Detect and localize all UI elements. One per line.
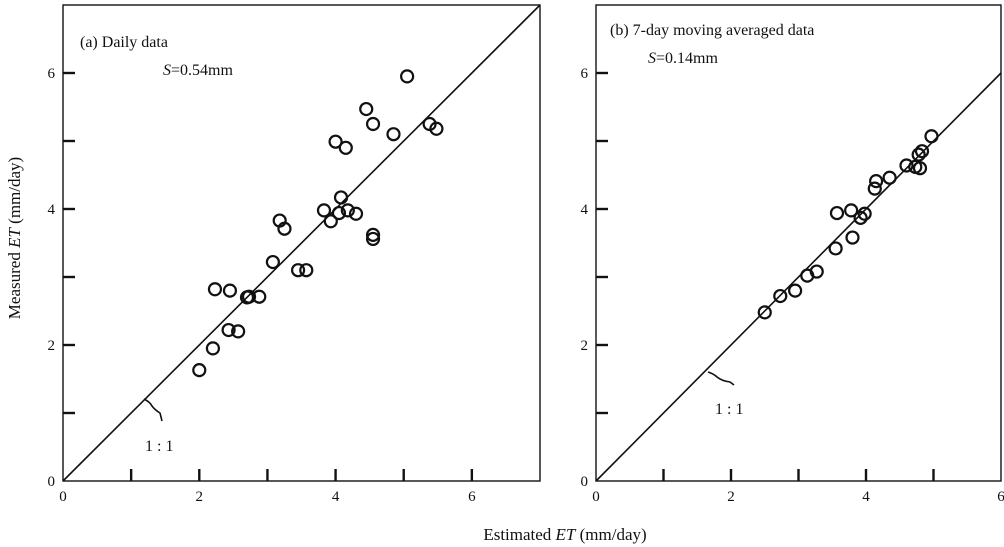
- data-point: [429, 121, 444, 136]
- std-error-label: S=0.54mm: [163, 62, 233, 79]
- line-label: 1 : 1: [145, 438, 173, 455]
- data-point: [924, 129, 939, 144]
- data-point: [207, 282, 223, 297]
- line-label: 1 : 1: [715, 401, 743, 418]
- x-tick-label: 4: [862, 489, 870, 505]
- line-label-leader: [143, 398, 163, 422]
- one-to-one-line: [62, 4, 541, 482]
- data-point: [869, 174, 884, 189]
- x-tick-label: 4: [332, 489, 340, 505]
- data-point: [323, 214, 338, 229]
- data-point: [845, 230, 860, 245]
- plot-frame: [595, 4, 1002, 482]
- data-point: [857, 206, 872, 221]
- y-axis-title: Measured ET (mm/day): [5, 157, 24, 319]
- data-point: [844, 203, 859, 218]
- y-tick-label: 2: [581, 338, 589, 354]
- data-point: [911, 147, 926, 162]
- data-point: [365, 116, 381, 132]
- line-label-leader: [707, 371, 735, 386]
- panel-title: (a) Daily data: [80, 34, 168, 51]
- x-axis-title: Estimated ET (mm/day): [483, 525, 646, 544]
- data-point: [331, 205, 347, 221]
- y-tick-label: 6: [581, 66, 589, 82]
- data-point: [265, 254, 280, 270]
- data-point: [348, 206, 364, 221]
- x-tick-label: 0: [59, 489, 67, 505]
- y-tick-label: 6: [48, 66, 56, 82]
- one-to-one-line: [595, 72, 1002, 482]
- data-point: [205, 341, 221, 356]
- data-point: [829, 205, 845, 221]
- panel-a-daily-data: 0 2 4 6 0 2 4 6 1 : 1 (a) Daily data S=0.54mm: [48, 4, 541, 505]
- data-point: [277, 221, 292, 236]
- data-point: [914, 144, 930, 159]
- data-point: [809, 264, 824, 279]
- data-point: [853, 210, 868, 225]
- data-point: [338, 140, 353, 155]
- data-point: [365, 227, 381, 242]
- data-point: [828, 241, 843, 256]
- data-point: [400, 69, 415, 84]
- data-point: [299, 263, 314, 278]
- data-point: [316, 203, 332, 218]
- y-tick-label: 0: [48, 474, 56, 490]
- data-point: [365, 231, 381, 247]
- y-tick-label: 2: [48, 338, 56, 354]
- data-point: [899, 158, 914, 173]
- data-point: [221, 322, 236, 338]
- data-point: [333, 190, 349, 205]
- data-point: [359, 101, 374, 117]
- data-point: [386, 127, 401, 142]
- x-tick-label: 6: [468, 489, 476, 505]
- panel-b-moving-average: 0 2 4 6 0 2 4 6 1 : 1 (b) 7-day moving averaged d…: [581, 4, 1004, 505]
- data-point: [788, 283, 803, 298]
- data-point: [773, 288, 788, 304]
- data-point: [328, 134, 343, 149]
- data-point: [241, 289, 257, 304]
- data-point: [867, 181, 882, 196]
- data-point: [222, 283, 238, 298]
- y-tick-label: 4: [48, 202, 56, 218]
- data-point: [252, 289, 267, 304]
- x-tick-label: 6: [997, 489, 1004, 505]
- x-tick-label: 2: [727, 489, 735, 505]
- x-tick-label: 0: [592, 489, 600, 505]
- y-tick-label: 4: [581, 202, 589, 218]
- data-point: [340, 203, 355, 218]
- data-point: [912, 161, 928, 176]
- plot-frame: [62, 4, 541, 482]
- data-point: [757, 305, 772, 320]
- data-point: [290, 263, 306, 278]
- y-tick-label: 0: [581, 474, 589, 490]
- panel-title: (b) 7-day moving averaged data: [610, 22, 814, 39]
- data-point: [882, 170, 897, 185]
- x-tick-label: 2: [196, 489, 204, 505]
- std-error-label: S=0.14mm: [648, 50, 718, 67]
- data-point: [192, 363, 207, 378]
- data-point: [231, 324, 246, 339]
